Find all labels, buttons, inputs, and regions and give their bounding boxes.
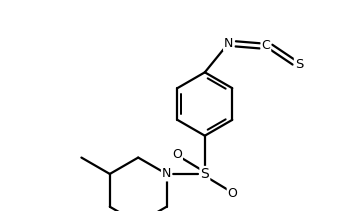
- Text: S: S: [200, 167, 209, 181]
- Text: O: O: [172, 148, 182, 161]
- Text: N: N: [224, 37, 233, 50]
- Text: S: S: [295, 58, 303, 71]
- Text: N: N: [162, 167, 171, 180]
- Text: O: O: [228, 187, 238, 200]
- Text: C: C: [261, 39, 270, 52]
